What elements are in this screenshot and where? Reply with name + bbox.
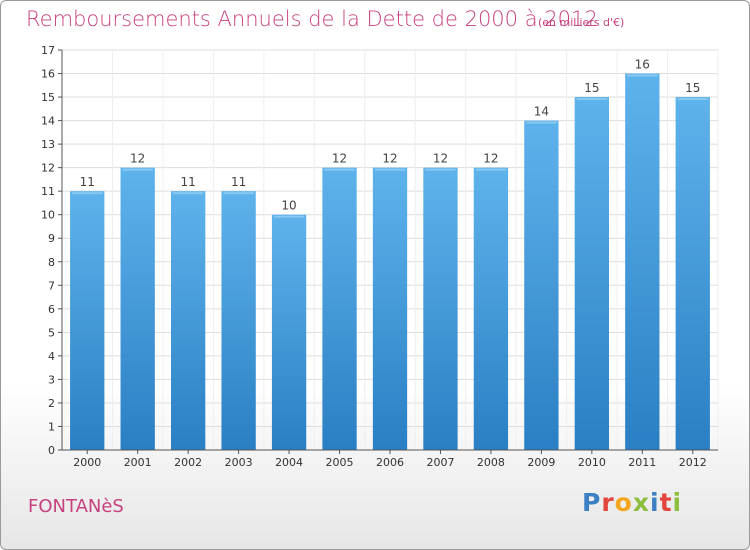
bar-highlight [677, 98, 708, 101]
y-tick-label: 13 [41, 138, 55, 151]
value-label: 12 [332, 152, 347, 166]
y-tick-label: 4 [48, 350, 55, 363]
value-label: 12 [483, 152, 498, 166]
bar [574, 97, 610, 450]
y-tick-label: 9 [48, 232, 55, 245]
y-tick-label: 5 [48, 326, 55, 339]
bar-highlight [627, 74, 658, 77]
y-tick-label: 8 [48, 256, 55, 269]
x-tick-label: 2007 [426, 456, 454, 469]
bar-highlight [72, 192, 103, 195]
bar [170, 191, 206, 451]
bar [221, 191, 256, 451]
x-tick-label: 2010 [578, 456, 606, 469]
y-tick-label: 1 [48, 420, 55, 433]
y-tick-label: 14 [41, 115, 55, 128]
value-label: 16 [635, 58, 650, 72]
bar [271, 214, 307, 450]
value-label: 11 [181, 175, 196, 189]
bar-highlight [324, 168, 355, 171]
x-tick-label: 2003 [225, 456, 253, 469]
bar-highlight [273, 215, 305, 218]
value-label: 14 [534, 105, 549, 119]
x-tick-label: 2005 [326, 456, 354, 469]
bar [625, 73, 660, 450]
value-label: 12 [382, 152, 397, 166]
proxiti-logo: Proxiti [582, 488, 683, 517]
x-tick-label: 2004 [275, 456, 303, 469]
bar-highlight [475, 168, 507, 171]
chart-title: Remboursements Annuels de la Dette de 20… [26, 7, 598, 31]
y-tick-label: 0 [48, 444, 55, 457]
value-label: 11 [231, 175, 246, 189]
bar-highlight [374, 168, 406, 171]
y-tick-label: 7 [48, 279, 55, 292]
y-tick-label: 3 [48, 373, 55, 386]
value-label: 12 [130, 152, 145, 166]
x-tick-label: 2012 [679, 456, 707, 469]
bar [372, 167, 408, 450]
y-tick-label: 17 [41, 44, 55, 57]
bar [423, 167, 458, 450]
bar [70, 191, 105, 451]
value-label: 15 [685, 81, 700, 95]
x-tick-label: 2006 [376, 456, 404, 469]
y-tick-label: 11 [41, 185, 55, 198]
value-label: 15 [584, 81, 599, 95]
bar-highlight [526, 121, 557, 124]
bar-highlight [576, 98, 608, 101]
x-tick-label: 2009 [527, 456, 555, 469]
bar-highlight [223, 192, 254, 195]
x-tick-label: 2008 [477, 456, 505, 469]
chart-subtitle: (en milliers d'€) [538, 16, 625, 29]
y-tick-label: 6 [48, 303, 55, 316]
y-tick-label: 12 [41, 162, 55, 175]
bar-highlight [425, 168, 456, 171]
bar-highlight [172, 192, 204, 195]
bar [322, 167, 357, 450]
bar [473, 167, 509, 450]
x-tick-label: 2002 [174, 456, 202, 469]
bar-highlight [122, 168, 153, 171]
value-label: 12 [433, 152, 448, 166]
x-tick-label: 2000 [73, 456, 101, 469]
x-tick-label: 2001 [124, 456, 152, 469]
value-label: 11 [80, 175, 95, 189]
y-tick-label: 16 [41, 68, 55, 81]
x-tick-label: 2011 [628, 456, 656, 469]
bars: 11 12 11 11 10 12 12 12 12 14 15 16 15 [70, 58, 710, 451]
y-tick-label: 15 [41, 91, 55, 104]
y-tick-label: 10 [41, 209, 55, 222]
bar [524, 120, 559, 451]
bar [675, 97, 710, 450]
value-label: 10 [281, 199, 296, 213]
y-tick-label: 2 [48, 397, 55, 410]
commune-name: FONTANèS [28, 496, 124, 517]
bar [120, 167, 155, 450]
